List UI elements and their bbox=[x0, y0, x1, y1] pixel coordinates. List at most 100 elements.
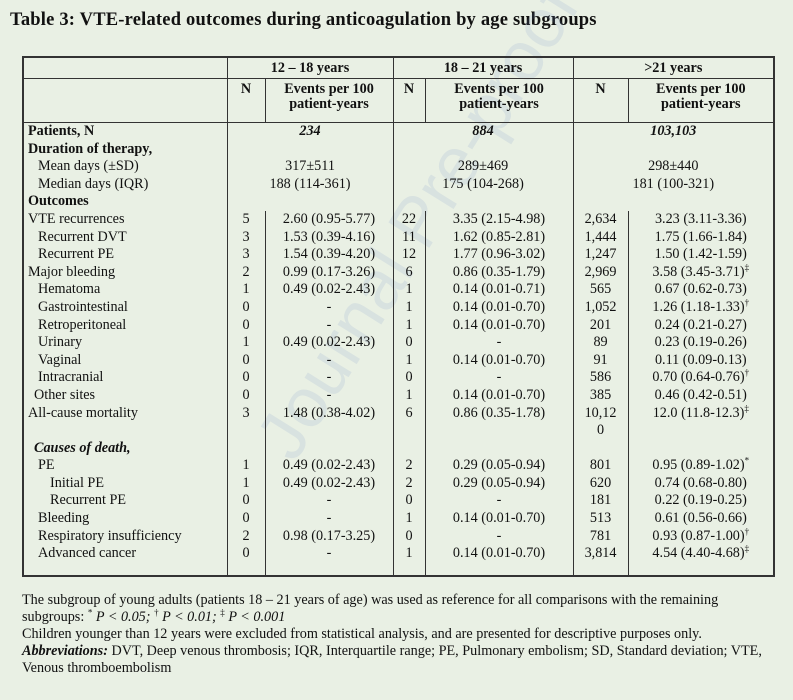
n-g3-value: 2,969 bbox=[584, 263, 617, 280]
n-g2-value: 0 bbox=[405, 492, 413, 509]
mean-g3: 298±440 bbox=[572, 158, 775, 176]
events-g2: 0.14 (0.01-0.71) bbox=[424, 281, 574, 299]
row-label: Recurrent PE bbox=[23, 492, 227, 510]
n-g1-value: 0 bbox=[242, 351, 250, 368]
events-g3: 0.46 (0.42-0.51) bbox=[627, 386, 775, 405]
n-g3: 385 bbox=[572, 386, 629, 405]
n-g3-value: 781 bbox=[589, 527, 612, 544]
events-unit: patient-years bbox=[660, 96, 741, 112]
n-g2: 1 bbox=[392, 386, 426, 405]
events-g1-value: - bbox=[326, 545, 332, 562]
events-g2: 3.35 (2.15-4.98) bbox=[424, 210, 574, 229]
n-g2: 1 bbox=[392, 351, 426, 370]
events-g1: 0.98 (0.17-3.25) bbox=[264, 527, 394, 546]
n-g1-value: 1 bbox=[242, 334, 250, 351]
n-g1-value: 0 bbox=[242, 369, 250, 386]
events-g2-value: 0.14 (0.01-0.70) bbox=[452, 298, 546, 315]
events-g3: 0.23 (0.19-0.26) bbox=[627, 334, 775, 352]
table-footnotes: The subgroup of young adults (patients 1… bbox=[22, 592, 777, 677]
events-g3: 1.26 (1.18-1.33)† bbox=[627, 298, 775, 317]
n-g3-value: 1,052 bbox=[584, 298, 617, 315]
events-g1: - bbox=[264, 316, 394, 335]
group-header-3: >21 years bbox=[572, 57, 775, 79]
events-g2-value: - bbox=[496, 369, 502, 386]
events-g1: - bbox=[264, 369, 394, 387]
n-g1: 0 bbox=[226, 298, 265, 317]
events-g1-value: 1.54 (0.39-4.20) bbox=[282, 246, 376, 263]
n-g3: 586 bbox=[572, 369, 629, 387]
events-g3: 0.67 (0.62-0.73) bbox=[627, 281, 775, 299]
table-row: Intracranial 0 - 0 - 586 0.70 (0.64-0.76)† bbox=[23, 368, 775, 387]
n-g1: 0 bbox=[226, 492, 265, 511]
table-row: Major bleeding 2 0.99 (0.17-3.26) 6 0.86 (0.… bbox=[23, 263, 775, 282]
n-g2: 0 bbox=[392, 492, 426, 511]
n-g2-value: 1 bbox=[405, 386, 413, 403]
n-g1-value: 0 bbox=[242, 492, 250, 509]
events-g1-value: 0.98 (0.17-3.25) bbox=[282, 527, 376, 544]
abbr-label: Abbreviations: bbox=[22, 643, 108, 659]
row-label-value: Retroperitoneal bbox=[38, 316, 127, 333]
group-header-row: 12 – 18 years 18 – 21 years >21 years bbox=[23, 57, 775, 79]
n-g3: 91 bbox=[572, 351, 629, 370]
mean-row: Mean days (±SD) 317±511 289±469 298±440 bbox=[23, 158, 775, 176]
n-g3-value: 201 bbox=[589, 316, 612, 333]
n-g1-value: 2 bbox=[242, 263, 250, 280]
col-n-2: N bbox=[392, 78, 426, 123]
events-g2: - bbox=[424, 334, 574, 352]
median-row: Median days (IQR) 188 (114-361) 175 (104… bbox=[23, 175, 775, 194]
n-g2-value: 12 bbox=[401, 246, 417, 263]
events-g1: 0.99 (0.17-3.26) bbox=[264, 263, 394, 282]
table-row: PE 1 0.49 (0.02-2.43) 2 0.29 (0.05-0.94) 801 0… bbox=[23, 456, 775, 475]
events-g3-value: 0.70 (0.64-0.76) bbox=[652, 369, 745, 386]
significance-marker: ‡ bbox=[744, 543, 750, 554]
events-g3-value: 0.93 (0.87-1.00) bbox=[652, 527, 745, 544]
events-g3-value: 0.74 (0.68-0.80) bbox=[654, 474, 747, 491]
events-g2: 0.14 (0.01-0.70) bbox=[424, 545, 574, 563]
row-label-value: Major bleeding bbox=[28, 263, 116, 280]
cause-rows: PE 1 0.49 (0.02-2.43) 2 0.29 (0.05-0.94) 801 0… bbox=[23, 456, 775, 563]
row-label-value: Recurrent DVT bbox=[38, 228, 127, 245]
events-g3-value: 0.67 (0.62-0.73) bbox=[654, 281, 747, 298]
events-g2: 0.86 (0.35-1.79) bbox=[424, 263, 574, 282]
n-g2-value: 1 bbox=[405, 510, 413, 527]
events-g2: 0.14 (0.01-0.70) bbox=[424, 510, 574, 528]
events-g3-value: 1.75 (1.66-1.84) bbox=[654, 228, 747, 245]
n-g1-value: 1 bbox=[242, 474, 250, 491]
col-events-2: Events per 100 patient-years bbox=[424, 78, 574, 123]
n-g3: 3,814 bbox=[572, 545, 629, 563]
n-g2: 11 bbox=[392, 228, 426, 247]
events-g2: 0.14 (0.01-0.70) bbox=[424, 386, 574, 405]
causes-row: Causes of death, bbox=[23, 439, 775, 458]
events-g3-value: 4.54 (4.40-4.68) bbox=[652, 545, 745, 562]
events-g3-value: 0.95 (0.89-1.02) bbox=[652, 457, 745, 474]
group-header-2: 18 – 21 years bbox=[392, 57, 574, 79]
events-g1-value: 1.53 (0.39-4.16) bbox=[282, 228, 376, 245]
n-g3: 801 bbox=[572, 457, 629, 475]
n-g2: 1 bbox=[392, 281, 426, 299]
events-g2: 0.29 (0.05-0.94) bbox=[424, 474, 574, 493]
n-g2: 0 bbox=[392, 527, 426, 546]
events-g3: 4.54 (4.40-4.68)‡ bbox=[627, 543, 775, 563]
n-g1: 3 bbox=[226, 228, 265, 247]
events-g3: 0.24 (0.21-0.27) bbox=[627, 316, 775, 335]
n-g2-value: 0 bbox=[405, 527, 413, 544]
events-g3-value: 0.11 (0.09-0.13) bbox=[654, 351, 747, 368]
n-g1: 1 bbox=[226, 474, 265, 493]
row-label: Major bleeding bbox=[23, 264, 227, 282]
table-row: Vaginal 0 - 1 0.14 (0.01-0.70) 91 0.11 (0.09-0… bbox=[23, 351, 775, 370]
events-g1: - bbox=[264, 545, 394, 563]
row-label-value: Vaginal bbox=[38, 351, 82, 368]
n-g1: 0 bbox=[226, 351, 265, 370]
events-g1: - bbox=[264, 351, 394, 370]
n-g3-value: 1,444 bbox=[584, 228, 617, 245]
events-g2-value: - bbox=[496, 492, 502, 509]
events-g1-value: 0.99 (0.17-3.26) bbox=[282, 263, 376, 280]
header-corner bbox=[23, 57, 227, 79]
footnote-abbreviations: Abbreviations: DVT, Deep venous thrombos… bbox=[22, 643, 777, 677]
table-row: Hematoma 1 0.49 (0.02-2.43) 1 0.14 (0.01-0.7… bbox=[23, 281, 775, 299]
row-label: Outcomes bbox=[28, 193, 89, 210]
n-g3: 620 bbox=[572, 474, 629, 493]
events-g2-value: 0.14 (0.01-0.70) bbox=[452, 545, 546, 562]
patients-row: Patients, N 234 884 103,103 bbox=[23, 122, 775, 141]
row-label-value: Recurrent PE bbox=[50, 492, 127, 509]
